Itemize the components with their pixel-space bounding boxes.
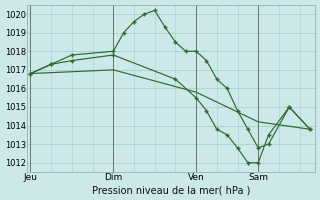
- X-axis label: Pression niveau de la mer( hPa ): Pression niveau de la mer( hPa ): [92, 185, 251, 195]
